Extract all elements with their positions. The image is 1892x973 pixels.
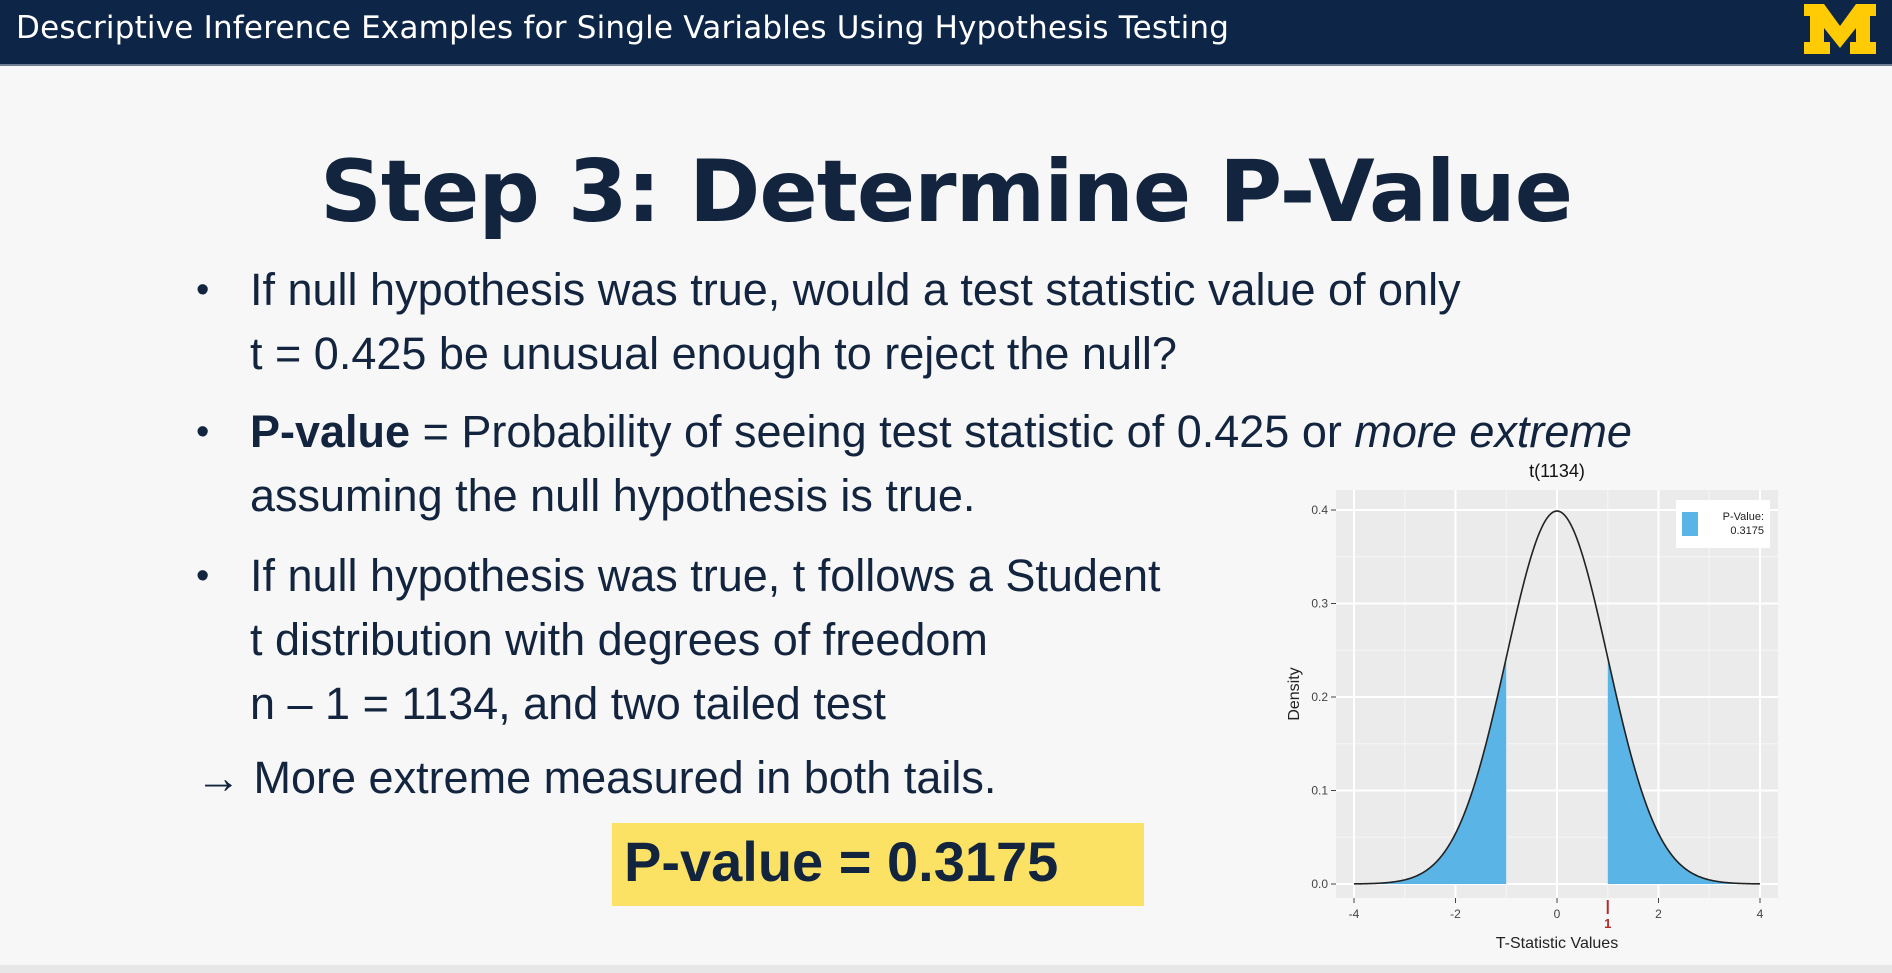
bullet-dot: • (196, 269, 210, 311)
test-statistic-marker-label: 1 (1604, 916, 1611, 931)
bullet-2-text: = Probability of seeing test statistic o… (410, 406, 1355, 457)
bullet-2-line-1: P-value = Probability of seeing test sta… (250, 400, 1632, 464)
x-tick-label: 2 (1655, 907, 1662, 921)
university-m-logo-icon (1804, 4, 1876, 54)
p-value-result: P-value = 0.3175 (624, 830, 1059, 893)
x-tick-label: 0 (1554, 907, 1561, 921)
y-tick-label: 0.0 (1311, 877, 1328, 891)
arrow-right-icon: → (196, 752, 241, 803)
p-value-term: P-value (250, 406, 411, 457)
bullet-3-line-3: n – 1 = 1134, and two tailed test (250, 678, 886, 729)
density-curve (1353, 510, 1761, 885)
bullet-dot: • (196, 411, 210, 453)
bullet-dot: • (196, 555, 210, 597)
bullet-3-line-1: If null hypothesis was true, t follows a… (250, 550, 1161, 601)
shaded-tail-left (1354, 657, 1507, 884)
arrow-statement: → More extreme measured in both tails. (196, 752, 996, 804)
chart-title: t(1134) (1529, 461, 1585, 481)
top-banner: Descriptive Inference Examples for Singl… (0, 0, 1892, 66)
chart-svg: t(1134) -4 -2 0 2 4 0.0 0.1 0.2 0.3 0.4 1 T-Statisti… (1286, 461, 1778, 952)
bottom-strip (0, 965, 1892, 973)
legend-swatch (1682, 512, 1698, 536)
legend-label: P-Value: (1723, 511, 1764, 523)
x-axis-label: T-Statistic Values (1496, 935, 1618, 952)
slide-title: Step 3: Determine P-Value (319, 142, 1573, 242)
bullet-3-line-2: t distribution with degrees of freedom (250, 614, 988, 665)
bullet-1-line-1: If null hypothesis was true, would a tes… (250, 264, 1461, 315)
arrow-statement-text: More extreme measured in both tails. (253, 752, 997, 803)
legend-value: 0.3175 (1730, 525, 1764, 537)
bullet-2-line-2: assuming the null hypothesis is true. (250, 470, 976, 521)
x-tick-label: 4 (1757, 907, 1764, 921)
x-tick-label: -2 (1450, 907, 1461, 921)
course-title: Descriptive Inference Examples for Singl… (16, 10, 1230, 46)
shaded-tail-right (1607, 657, 1760, 884)
p-value-highlight-box: P-value = 0.3175 (612, 823, 1144, 906)
x-tick-label: -4 (1349, 907, 1360, 921)
y-tick-label: 0.2 (1311, 690, 1328, 704)
more-extreme-emphasis: more extreme (1354, 406, 1632, 457)
y-tick-label: 0.4 (1311, 503, 1328, 517)
y-axis-label: Density (1286, 667, 1303, 720)
y-tick-label: 0.3 (1311, 597, 1328, 611)
y-tick-label: 0.1 (1311, 784, 1328, 798)
bullet-1-line-2: t = 0.425 be unusual enough to reject th… (250, 328, 1177, 379)
t-distribution-chart: t(1134) -4 -2 0 2 4 0.0 0.1 0.2 0.3 0.4 1 T-Statisti… (1280, 458, 1800, 958)
